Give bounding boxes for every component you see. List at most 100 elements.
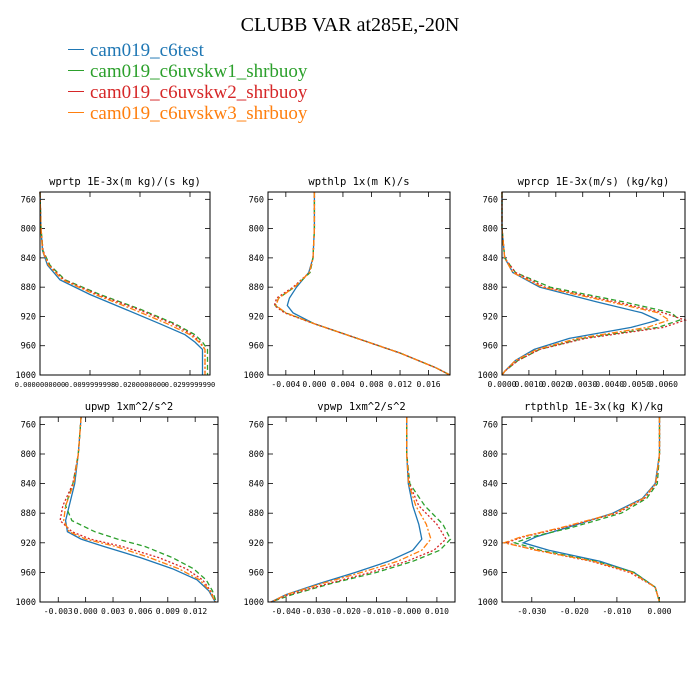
legend-item-uvskw2: cam019_c6uvskw2_shrbuoy	[68, 82, 307, 103]
plot-frame	[501, 416, 686, 603]
series-line-3	[270, 417, 447, 603]
y-tick-label: 960	[21, 342, 36, 352]
x-tick-label: 0.0000000000	[15, 381, 66, 389]
y-tick-label: 920	[249, 539, 264, 549]
panel-wpthlp: wpthlp 1x(m K)/s 760 800 840 880 920 960 1000 -0…	[244, 176, 451, 389]
y-tick-label: 800	[249, 450, 264, 460]
x-tick-label: 0.004	[331, 380, 355, 389]
series-line-2	[39, 191, 209, 375]
legend-swatch	[68, 70, 84, 72]
x-tick-label: 0.0040	[595, 380, 624, 389]
series-line-2	[274, 192, 451, 376]
y-tick-label: 840	[483, 480, 498, 490]
x-tick-label: 0.0200000000	[115, 381, 166, 389]
y-tick-label: 960	[249, 568, 264, 578]
panel-upwp: upwp 1xm^2/s^2 760 800 840 880 920 960 1000 -0.0…	[16, 401, 219, 616]
panel-title: wprcp 1E-3x(m/s) (kg/kg)	[518, 176, 670, 188]
y-tick-label: 840	[21, 480, 36, 490]
x-tick-label: -0.004	[271, 380, 300, 389]
legend-swatch	[68, 112, 84, 114]
y-tick-label: 1000	[478, 371, 498, 381]
series-line-1	[64, 416, 216, 603]
legend: cam019_c6test cam019_c6uvskw1_shrbuoy ca…	[68, 40, 307, 124]
x-tick-label: -0.010	[362, 607, 391, 616]
x-tick-label: 0.016	[417, 380, 441, 389]
series-line-4	[270, 417, 432, 603]
y-tick-label: 880	[21, 509, 36, 519]
y-tick-label: 760	[249, 420, 264, 430]
x-tick-label: -0.020	[332, 607, 361, 616]
series-line-2	[270, 417, 452, 603]
series-line-3	[59, 416, 216, 603]
series-line-1	[521, 417, 661, 603]
y-tick-label: 800	[21, 225, 36, 235]
legend-item-uvskw3: cam019_c6uvskw3_shrbuoy	[68, 103, 307, 124]
legend-label: cam019_c6uvskw1_shrbuoy	[90, 61, 308, 82]
plot-frame	[39, 416, 219, 603]
plot-frame	[39, 191, 211, 376]
y-tick-label: 760	[21, 195, 36, 205]
y-tick-label: 1000	[16, 371, 36, 381]
panel-title: vpwp 1xm^2/s^2	[317, 401, 406, 413]
y-tick-label: 920	[21, 539, 36, 549]
panel-wprtp: wprtp 1E-3x(m kg)/(s kg) 760 800 840 880 920 9…	[15, 176, 216, 389]
series-line-3	[273, 192, 451, 376]
y-tick-label: 840	[21, 254, 36, 264]
figure-title: CLUBB VAR at285E,-20N	[240, 14, 460, 36]
y-tick-label: 800	[483, 225, 498, 235]
x-tick-label: 0.009	[156, 607, 180, 616]
x-tick-label: 0.0020	[541, 380, 570, 389]
legend-item-c6test: cam019_c6test	[68, 40, 307, 61]
x-tick-label: 0.000	[647, 607, 671, 616]
x-tick-label: 0.000	[302, 380, 326, 389]
y-tick-label: 760	[483, 420, 498, 430]
y-tick-label: 760	[21, 420, 36, 430]
series-line-1	[39, 191, 204, 375]
plot-frame	[501, 191, 686, 376]
x-tick-label: 0.0299999990	[165, 381, 216, 389]
x-tick-label: 0.006	[128, 607, 152, 616]
legend-item-uvskw1: cam019_c6uvskw1_shrbuoy	[68, 61, 307, 82]
series-line-1	[501, 192, 661, 376]
y-tick-label: 1000	[478, 598, 498, 608]
y-tick-label: 960	[483, 342, 498, 352]
x-tick-label: -0.030	[302, 607, 331, 616]
x-tick-label: -0.030	[517, 607, 546, 616]
x-tick-label: 0.0099999998	[65, 381, 116, 389]
plot-frame	[267, 191, 451, 376]
series-line-2	[512, 417, 661, 603]
series-line-1	[270, 417, 423, 603]
y-tick-label: 920	[249, 312, 264, 322]
x-tick-label: 0.0000	[488, 380, 517, 389]
legend-label: cam019_c6test	[90, 40, 204, 61]
y-tick-label: 880	[21, 283, 36, 293]
y-tick-label: 880	[249, 509, 264, 519]
panel-title: wprtp 1E-3x(m kg)/(s kg)	[49, 176, 201, 188]
x-tick-label: 0.010	[425, 607, 449, 616]
y-tick-label: 960	[21, 568, 36, 578]
x-tick-label: -0.020	[560, 607, 589, 616]
series-line-3	[39, 191, 206, 375]
series-line-4	[39, 191, 206, 375]
y-tick-label: 800	[249, 225, 264, 235]
legend-swatch	[68, 49, 84, 51]
y-tick-label: 760	[483, 195, 498, 205]
x-tick-label: 0.012	[183, 607, 207, 616]
legend-label: cam019_c6uvskw3_shrbuoy	[90, 103, 308, 124]
series-line-4	[501, 417, 661, 603]
y-tick-label: 880	[483, 509, 498, 519]
y-tick-label: 1000	[16, 598, 36, 608]
series-line-3	[501, 192, 688, 376]
y-tick-label: 1000	[244, 371, 264, 381]
legend-swatch	[68, 91, 84, 93]
y-tick-label: 1000	[244, 598, 264, 608]
y-tick-label: 880	[249, 283, 264, 293]
y-tick-label: 920	[21, 312, 36, 322]
x-tick-label: 0.0010	[514, 380, 543, 389]
series-line-4	[275, 192, 451, 376]
x-tick-label: 0.008	[359, 380, 383, 389]
panel-rtpthlp: rtpthlp 1E-3x(kg K)/kg 760 800 840 880 920 960…	[478, 401, 686, 616]
y-tick-label: 800	[483, 450, 498, 460]
y-tick-label: 960	[249, 342, 264, 352]
